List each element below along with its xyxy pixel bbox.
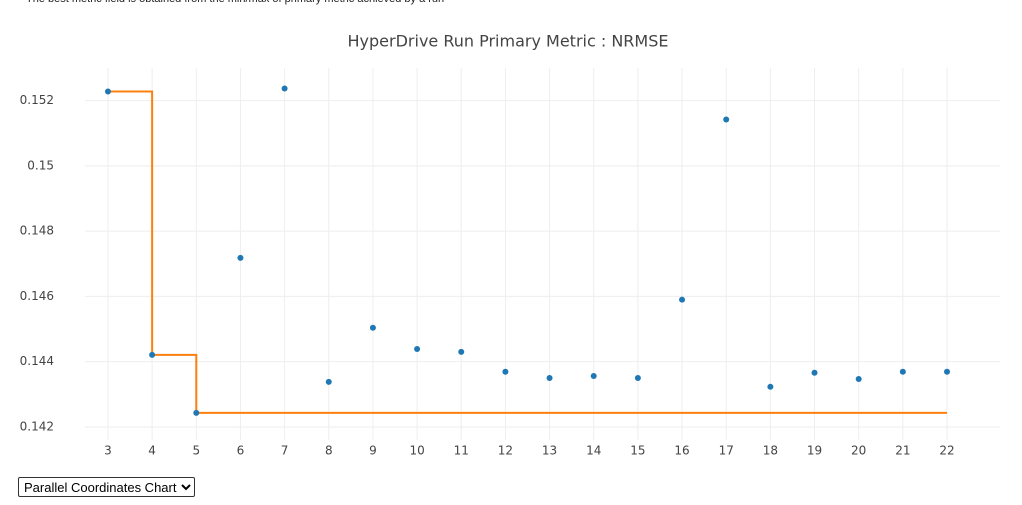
data-point [325,378,332,385]
data-point [723,116,730,123]
x-tick-label: 3 [104,444,112,458]
data-point [944,368,951,375]
data-point [281,85,288,92]
data-point [767,383,774,390]
y-tick-label: 0.144 [20,354,54,368]
y-tick-label: 0.148 [20,224,54,238]
data-point [811,369,818,376]
data-point [414,345,421,352]
data-point [502,368,509,375]
x-tick-label: 12 [498,444,513,458]
x-tick-label: 10 [409,444,424,458]
chart: HyperDrive Run Primary Metric : NRMSE 0.… [20,32,1000,458]
x-tick-label: 21 [895,444,910,458]
data-point [369,324,376,331]
x-tick-label: 7 [281,444,289,458]
x-tick-label: 16 [674,444,689,458]
x-tick-label: 20 [851,444,866,458]
x-tick-label: 19 [807,444,822,458]
x-tick-label: 4 [148,444,156,458]
y-tick-label: 0.142 [20,419,54,433]
x-tick-label: 22 [939,444,954,458]
x-tick-label: 11 [454,444,469,458]
data-point [193,409,200,416]
x-tick-label: 6 [237,444,245,458]
y-tick-label: 0.15 [27,158,54,172]
x-tick-label: 18 [763,444,778,458]
x-tick-label: 15 [630,444,645,458]
best-metric-line [107,90,948,414]
x-tick-label: 13 [542,444,557,458]
x-tick-label: 8 [325,444,333,458]
data-point [590,373,597,380]
x-tick-label: 14 [586,444,601,458]
x-tick-label: 5 [192,444,200,458]
data-point [634,375,641,381]
data-point [149,351,156,358]
y-tick-label: 0.146 [20,289,54,303]
data-point [899,368,906,375]
x-tick-label: 9 [369,444,377,458]
data-point [679,296,686,303]
chart-selector[interactable]: Parallel Coordinates Chart [18,477,195,497]
x-tick-label: 17 [719,444,734,458]
data-point [458,348,465,355]
y-tick-label: 0.152 [20,93,54,107]
header-note: The best metric field is obtained from t… [26,0,444,5]
data-point [855,375,862,382]
data-point [104,88,111,95]
chart-title: HyperDrive Run Primary Metric : NRMSE [348,32,669,51]
data-point [546,375,553,381]
data-point [237,254,244,261]
